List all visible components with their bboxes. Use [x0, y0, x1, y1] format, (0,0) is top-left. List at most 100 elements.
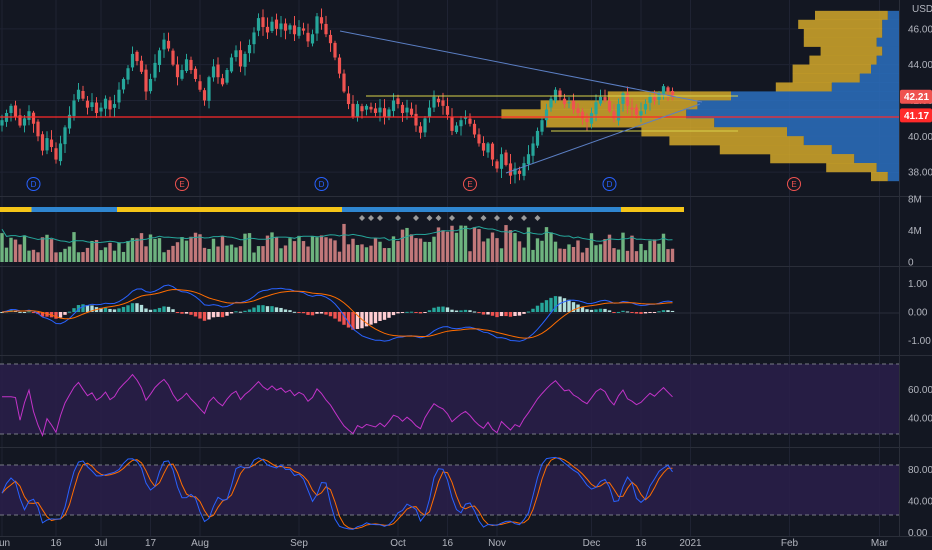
- candle-body: [243, 53, 247, 67]
- volume-bar: [409, 234, 414, 262]
- volume-bar: [517, 241, 522, 262]
- y-axis-tick-label: -1.00: [908, 336, 931, 347]
- volume-panel: [0, 207, 684, 262]
- macd-histogram-bar: [121, 306, 126, 312]
- macd-histogram-bar: [265, 306, 270, 312]
- candle-body: [207, 77, 211, 101]
- volume-bar: [36, 252, 40, 262]
- macd-histogram-bar: [162, 306, 166, 312]
- volume-bar: [625, 250, 630, 262]
- volume-bar: [567, 244, 571, 262]
- macd-histogram-bar: [45, 312, 49, 317]
- volume-bar: [162, 252, 166, 262]
- volume-profile-bar-down: [792, 73, 860, 83]
- y-axis-tick-label: 1.00: [908, 279, 928, 290]
- volume-bar: [193, 232, 198, 262]
- macd-histogram-bar: [148, 309, 153, 312]
- candle-body: [135, 51, 139, 62]
- volume-profile-bar-up: [831, 145, 899, 155]
- volume-profile-bar-up: [882, 46, 899, 56]
- volume-profile-bar-down: [770, 154, 855, 164]
- macd-histogram-bar: [585, 309, 589, 312]
- volume-profile-bar-up: [831, 82, 899, 92]
- volume-bar: [598, 244, 603, 262]
- y-axis-tick-label: 60.00: [908, 385, 932, 396]
- volume-bar: [31, 249, 36, 262]
- volume-profile-bar-up: [787, 127, 899, 137]
- macd-histogram-bar: [445, 307, 450, 312]
- volume-bar: [616, 249, 621, 262]
- candle-body: [607, 100, 612, 112]
- volume-profile-bar-up: [887, 171, 899, 182]
- macd-panel: [0, 284, 899, 342]
- volume-bar: [418, 238, 423, 262]
- currency-label: USD: [912, 4, 932, 15]
- volume-bar: [189, 236, 193, 262]
- macd-histogram-bar: [481, 312, 486, 315]
- candle-body: [369, 106, 373, 110]
- macd-histogram-bar: [333, 312, 337, 319]
- volume-bar: [117, 242, 121, 262]
- macd-histogram-bar: [193, 312, 198, 317]
- x-axis-tick-label: Feb: [781, 538, 799, 549]
- macd-histogram-bar: [508, 312, 513, 317]
- volume-bar: [157, 238, 162, 262]
- volume-bar: [634, 251, 639, 262]
- volume-profile-bar-down: [820, 46, 883, 56]
- candle-body: [103, 98, 108, 109]
- macd-histogram-bar: [306, 312, 310, 315]
- volume-bar: [423, 241, 427, 262]
- candle-body: [72, 100, 76, 116]
- price-tag-box: [900, 89, 932, 104]
- volume-bar: [459, 225, 463, 262]
- candle-body: [508, 163, 513, 176]
- signal-diamond: [494, 215, 500, 221]
- candle-body: [333, 42, 337, 58]
- volume-bar: [535, 238, 540, 262]
- x-axis-tick-label: 16: [50, 538, 62, 549]
- candle-body: [454, 125, 459, 133]
- volume-bar: [63, 248, 67, 262]
- volume-bar: [355, 244, 360, 262]
- volume-profile-bar-up: [714, 118, 899, 128]
- candle-body: [112, 104, 117, 108]
- candle-body: [598, 96, 603, 104]
- y-axis-tick-label: 80.00: [908, 465, 932, 476]
- price-tag-box: [900, 108, 932, 123]
- candle-body: [432, 96, 436, 108]
- price-tags: 42.21 41.17: [900, 89, 932, 123]
- volume-bar: [432, 236, 436, 262]
- volume-bar: [315, 237, 319, 262]
- macd-histogram-bar: [526, 311, 531, 313]
- candle-body: [436, 98, 441, 103]
- volume-bar: [67, 246, 72, 262]
- candle-body: [256, 18, 261, 31]
- signal-diamond: [449, 215, 455, 221]
- candle-body: [657, 93, 661, 100]
- macd-histogram-bar: [436, 306, 441, 312]
- signal-diamond: [480, 215, 487, 221]
- candle-body: [400, 104, 405, 114]
- event-marker-label: D: [31, 180, 37, 189]
- volume-bar: [571, 247, 576, 262]
- time-axis[interactable]: Jun 16 Jul 17 Aug Sep Oct 16 Nov Dec 16 2021 Feb Mar: [0, 538, 889, 549]
- candle-body: [612, 111, 616, 119]
- macd-histogram-bar: [207, 312, 211, 320]
- macd-histogram-bar: [409, 311, 414, 313]
- volume-bar: [414, 238, 418, 262]
- macd-histogram-bar: [130, 303, 135, 312]
- candle-body: [31, 112, 36, 124]
- volume-bar: [94, 240, 99, 262]
- macd-histogram-bar: [441, 306, 445, 312]
- price-axis[interactable]: 46.0044.0042.0040.0038.008M4M01.000.00-1…: [908, 24, 932, 539]
- x-axis-tick-label: Mar: [871, 538, 889, 549]
- volume-bar: [364, 247, 369, 262]
- volume-bar: [549, 232, 553, 262]
- signal-diamond: [521, 215, 527, 221]
- volume-bar: [135, 238, 139, 262]
- volume-profile-bar-down: [792, 64, 871, 74]
- volume-bar: [486, 238, 490, 262]
- candle-body: [0, 120, 4, 126]
